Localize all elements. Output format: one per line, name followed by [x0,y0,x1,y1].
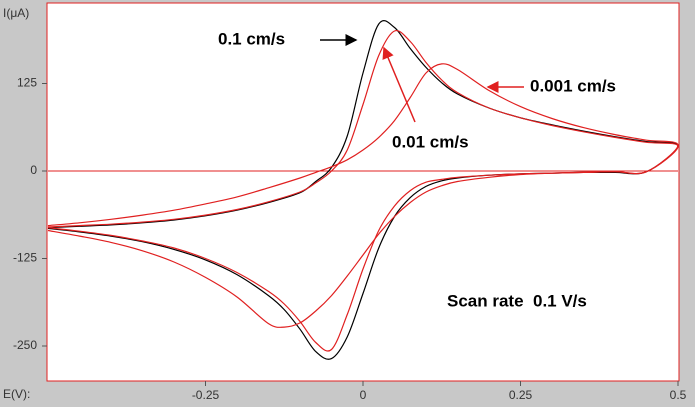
y-tick-label: 0 [30,163,37,177]
y-tick-label: -250 [13,338,37,352]
x-tick-label: 0.5 [670,388,687,402]
x-axis-label: E(V): [3,387,30,401]
annotation: 0.01 cm/s [392,132,469,151]
x-tick-label: 0.25 [509,388,533,402]
y-tick-label: -125 [13,251,37,265]
y-tick-label: 125 [17,76,37,90]
plot-area [46,2,680,382]
y-axis-label: I(μA) [3,6,29,20]
annotation-arrow [382,46,416,123]
cv-curve [47,63,679,328]
x-tick-label: -0.25 [192,388,220,402]
annotation: Scan rate 0.1 V/s [447,291,587,310]
x-tick-label: 0 [360,388,367,402]
annotation: 0.1 cm/s [218,29,285,48]
annotation: 0.001 cm/s [530,76,616,95]
